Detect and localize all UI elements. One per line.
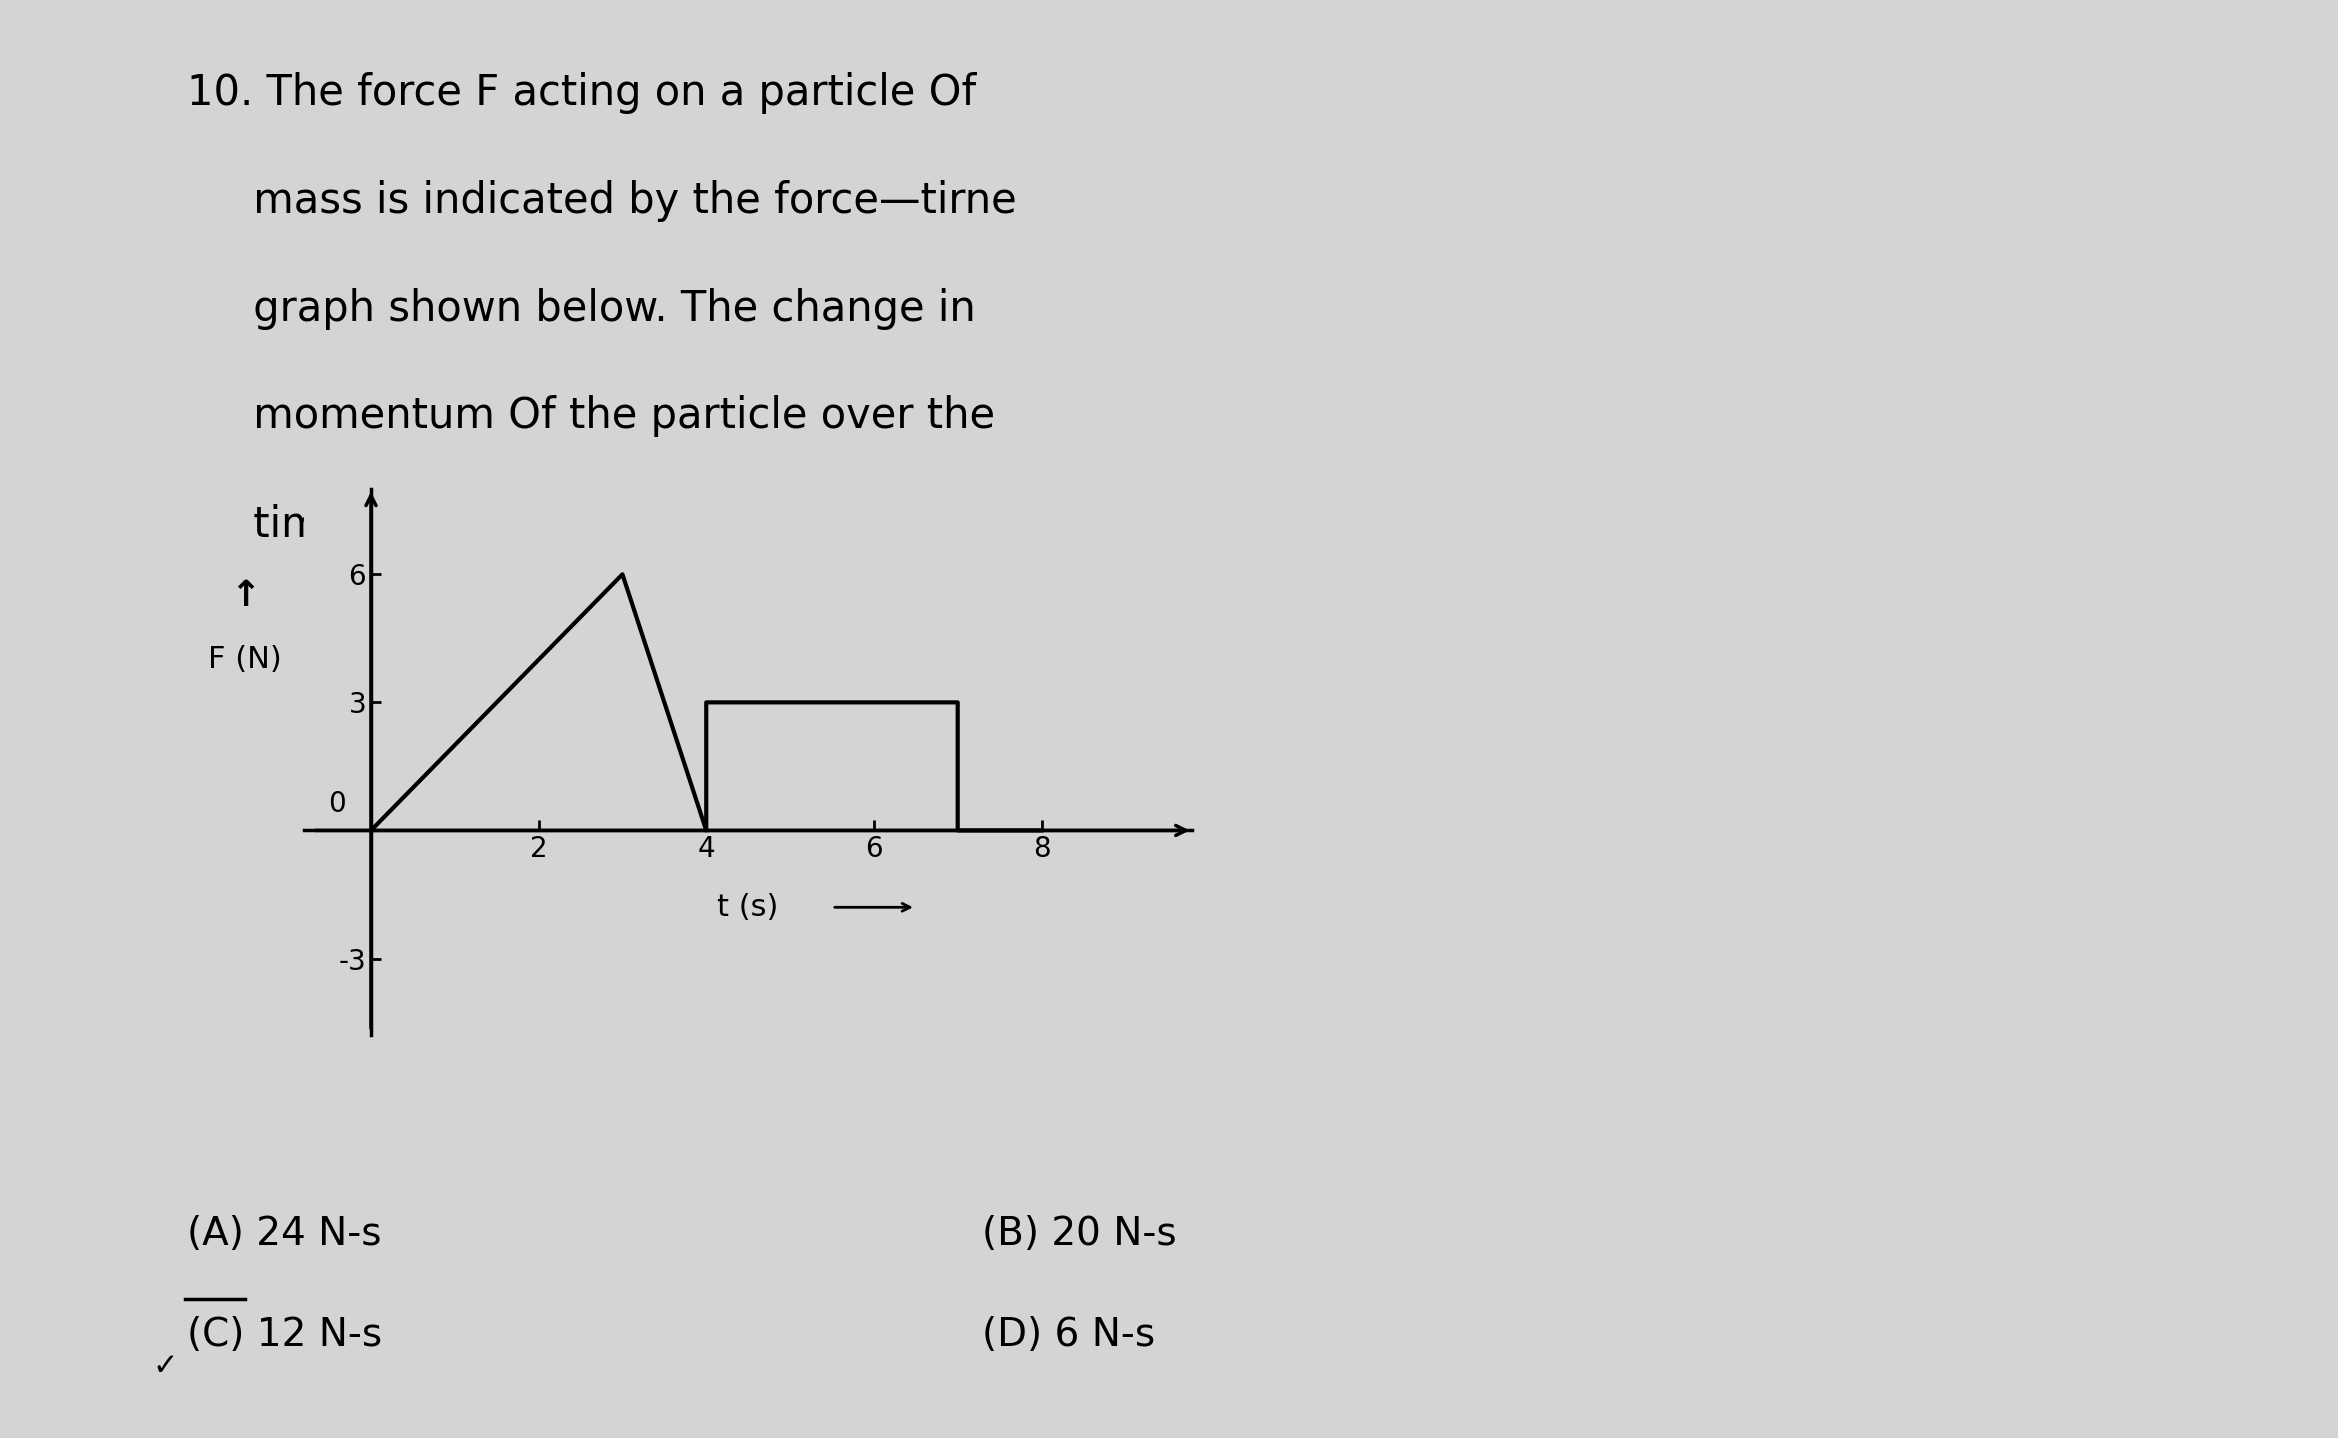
Text: ↑: ↑ xyxy=(229,578,260,613)
Text: mass is indicated by the force—tirne: mass is indicated by the force—tirne xyxy=(187,180,1017,221)
Text: (A) 24 N-s: (A) 24 N-s xyxy=(187,1215,381,1252)
Text: 10. The force F acting on a particle Of: 10. The force F acting on a particle Of xyxy=(187,72,977,114)
Text: (C) 12 N-s: (C) 12 N-s xyxy=(187,1316,381,1353)
Text: F (N): F (N) xyxy=(208,646,283,674)
Text: (D) 6 N-s: (D) 6 N-s xyxy=(982,1316,1155,1353)
Text: t (s): t (s) xyxy=(718,893,779,922)
Text: graph shown below. The change in: graph shown below. The change in xyxy=(187,288,975,329)
Text: time interval from O to 8 s is: time interval from O to 8 s is xyxy=(187,503,851,545)
Text: ✓: ✓ xyxy=(152,1352,178,1380)
Text: (B) 20 N-s: (B) 20 N-s xyxy=(982,1215,1176,1252)
Text: 0: 0 xyxy=(327,789,346,818)
Text: momentum Of the particle over the: momentum Of the particle over the xyxy=(187,395,996,437)
